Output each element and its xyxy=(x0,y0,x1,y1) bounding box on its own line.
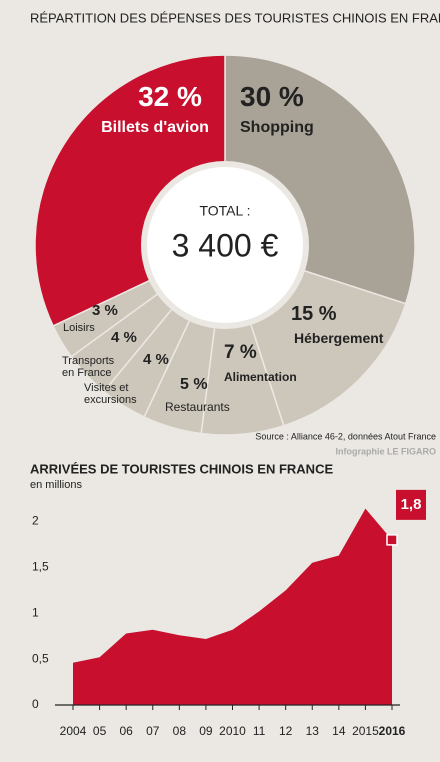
donut-center xyxy=(147,167,303,323)
area-subtitle: en millions xyxy=(30,479,82,491)
x-tick-label: 05 xyxy=(93,724,107,738)
value-label: 1,8 xyxy=(401,496,422,513)
x-tick-label: 2010 xyxy=(219,724,246,738)
slice-value-label: 3 % xyxy=(92,302,118,319)
x-tick-label: 13 xyxy=(306,724,320,738)
slice-value-label: 30 % xyxy=(240,81,304,112)
slice-value-label: 7 % xyxy=(224,342,257,363)
slice-label: Hébergement xyxy=(294,330,384,346)
y-tick-label: 2 xyxy=(32,514,39,528)
x-tick-label: 2015 xyxy=(352,724,379,738)
x-tick-label: 07 xyxy=(146,724,160,738)
area xyxy=(73,508,392,705)
x-tick-label: 11 xyxy=(253,724,266,738)
value-label-box xyxy=(396,489,426,520)
slice-value-label: 15 % xyxy=(291,303,337,325)
slice-label: Shopping xyxy=(240,119,314,136)
slice-value-label: 32 % xyxy=(138,81,202,112)
x-tick-label: 06 xyxy=(119,724,133,738)
y-tick-label: 1,5 xyxy=(32,560,49,574)
x-tick-label: 08 xyxy=(173,724,187,738)
slice-label: Restaurants xyxy=(165,400,230,414)
credit: Infographie LE FIGARO xyxy=(336,446,437,456)
slice-value-label: 5 % xyxy=(180,376,208,393)
slice-label: Visites et excursions xyxy=(84,382,137,407)
center-title: TOTAL : xyxy=(199,203,250,219)
center-value: 3 400 € xyxy=(172,227,279,263)
x-tick-label: 12 xyxy=(279,724,293,738)
slice-label: Billets d'avion xyxy=(101,119,209,136)
slice-value-label: 4 % xyxy=(111,329,137,346)
x-tick-label: 2004 xyxy=(60,724,87,738)
y-tick-label: 1 xyxy=(32,605,39,619)
donut-title: RÉPARTITION DES DÉPENSES DES TOURISTES C… xyxy=(30,10,440,25)
source: Source : Alliance 46-2, données Atout Fr… xyxy=(255,431,436,441)
area-title: ARRIVÉES DE TOURISTES CHINOIS EN FRANCE xyxy=(30,461,333,476)
y-tick-label: 0,5 xyxy=(32,651,49,665)
point-marker xyxy=(386,534,398,546)
slice-value-label: 4 % xyxy=(143,351,169,368)
x-tick-label: 14 xyxy=(332,724,346,738)
slice-label: Transports en France xyxy=(62,355,115,380)
y-tick-label: 0 xyxy=(32,697,39,711)
x-tick-label: 2016 xyxy=(379,724,406,738)
slice-label: Alimentation xyxy=(224,370,297,384)
x-tick-label: 09 xyxy=(199,724,213,738)
slice-label: Loisirs xyxy=(63,322,95,334)
